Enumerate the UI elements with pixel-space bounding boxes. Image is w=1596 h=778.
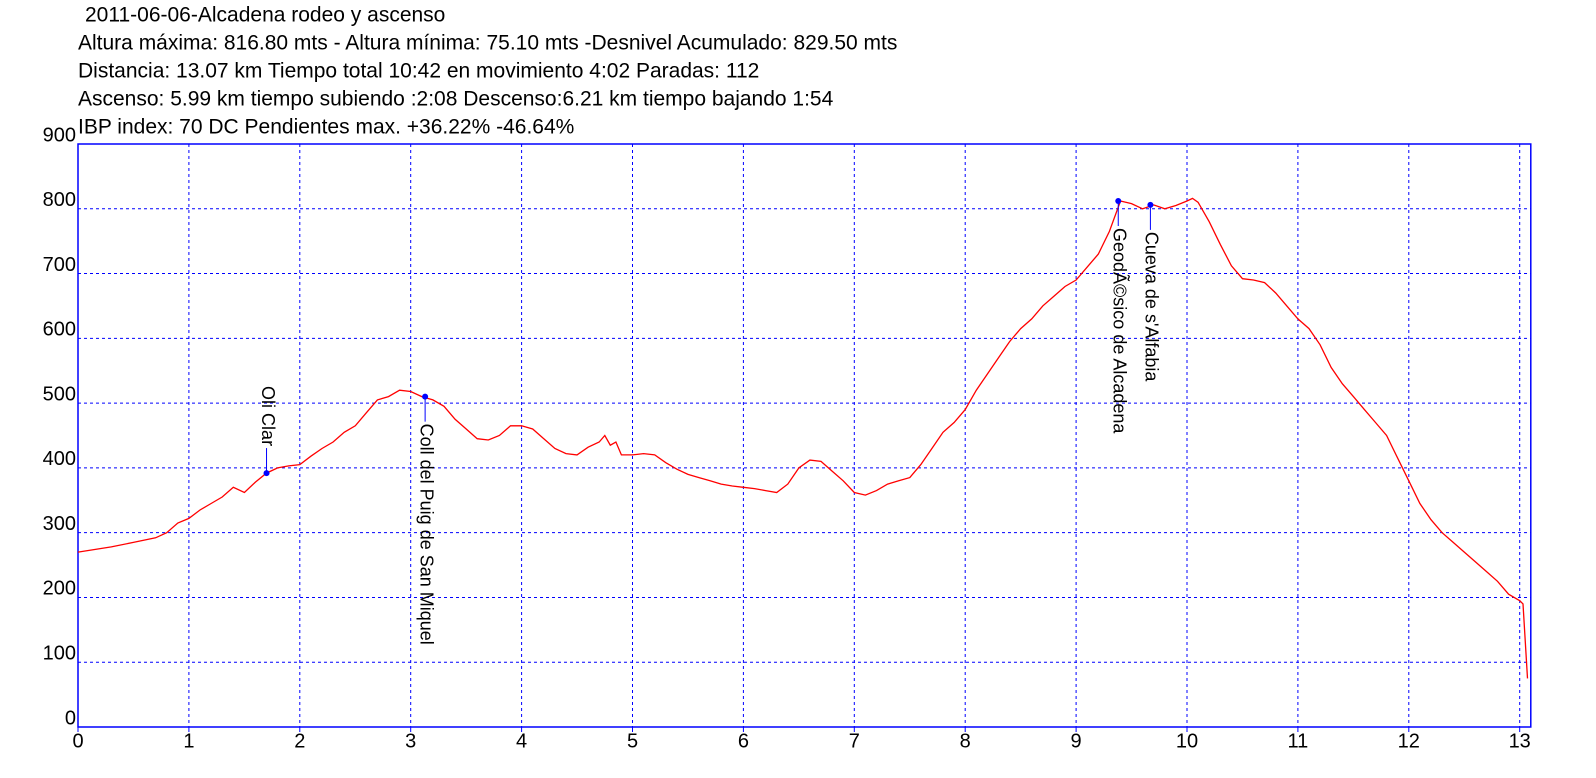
y-tick-label: 800: [43, 189, 76, 211]
x-tick-label: 7: [849, 730, 860, 752]
x-tick-label: 9: [1071, 730, 1082, 752]
elevation-line: [77, 197, 1529, 679]
waypoint-label: Coll del Puig de San Miquel: [416, 424, 436, 645]
x-tick-label: 10: [1176, 730, 1198, 752]
header-line: Distancia: 13.07 km Tiempo total 10:42 e…: [78, 60, 759, 83]
waypoint-marker: [263, 470, 270, 477]
waypoint-marker: [1115, 198, 1122, 205]
y-tick-label: 0: [65, 707, 76, 729]
x-tick-label: 11: [1288, 730, 1309, 752]
y-tick-label: 100: [43, 643, 76, 665]
x-tick-label: 12: [1398, 730, 1420, 752]
y-tick-label: 300: [43, 513, 76, 535]
x-tick-label: 1: [183, 730, 194, 752]
y-tick-label: 500: [43, 383, 76, 405]
x-tick-label: 6: [738, 730, 749, 752]
header-line: Ascenso: 5.99 km tiempo subiendo :2:08 D…: [78, 88, 834, 111]
waypoint-label: Oli Clar: [258, 386, 278, 446]
y-tick-label: 600: [43, 319, 76, 341]
y-tick-label: 400: [43, 448, 76, 470]
x-tick-label: 3: [405, 730, 416, 752]
y-tick-label: 900: [43, 124, 76, 146]
waypoint-label: Cueva de s'Alfabia: [1142, 232, 1162, 383]
waypoint-marker: [1147, 201, 1154, 208]
plot-frame: [77, 143, 1532, 728]
header-line: Altura máxima: 816.80 mts - Altura mínim…: [78, 32, 897, 55]
header-line: IBP index: 70 DC Pendientes max. +36.22%…: [78, 116, 574, 139]
waypoint-label: GeodÃ©sico de Alcadena: [1109, 228, 1130, 434]
y-tick-label: 700: [43, 254, 76, 276]
header-line: 2011-06-06-Alcadena rodeo y ascenso: [85, 4, 445, 27]
y-tick-label: 200: [43, 578, 76, 600]
x-tick-label: 0: [72, 730, 83, 752]
x-tick-label: 2: [294, 730, 305, 752]
x-tick-label: 8: [960, 730, 971, 752]
x-tick-label: 13: [1509, 730, 1531, 752]
waypoint-marker: [422, 393, 429, 400]
x-tick-label: 4: [516, 730, 527, 752]
x-tick-label: 5: [627, 730, 638, 752]
